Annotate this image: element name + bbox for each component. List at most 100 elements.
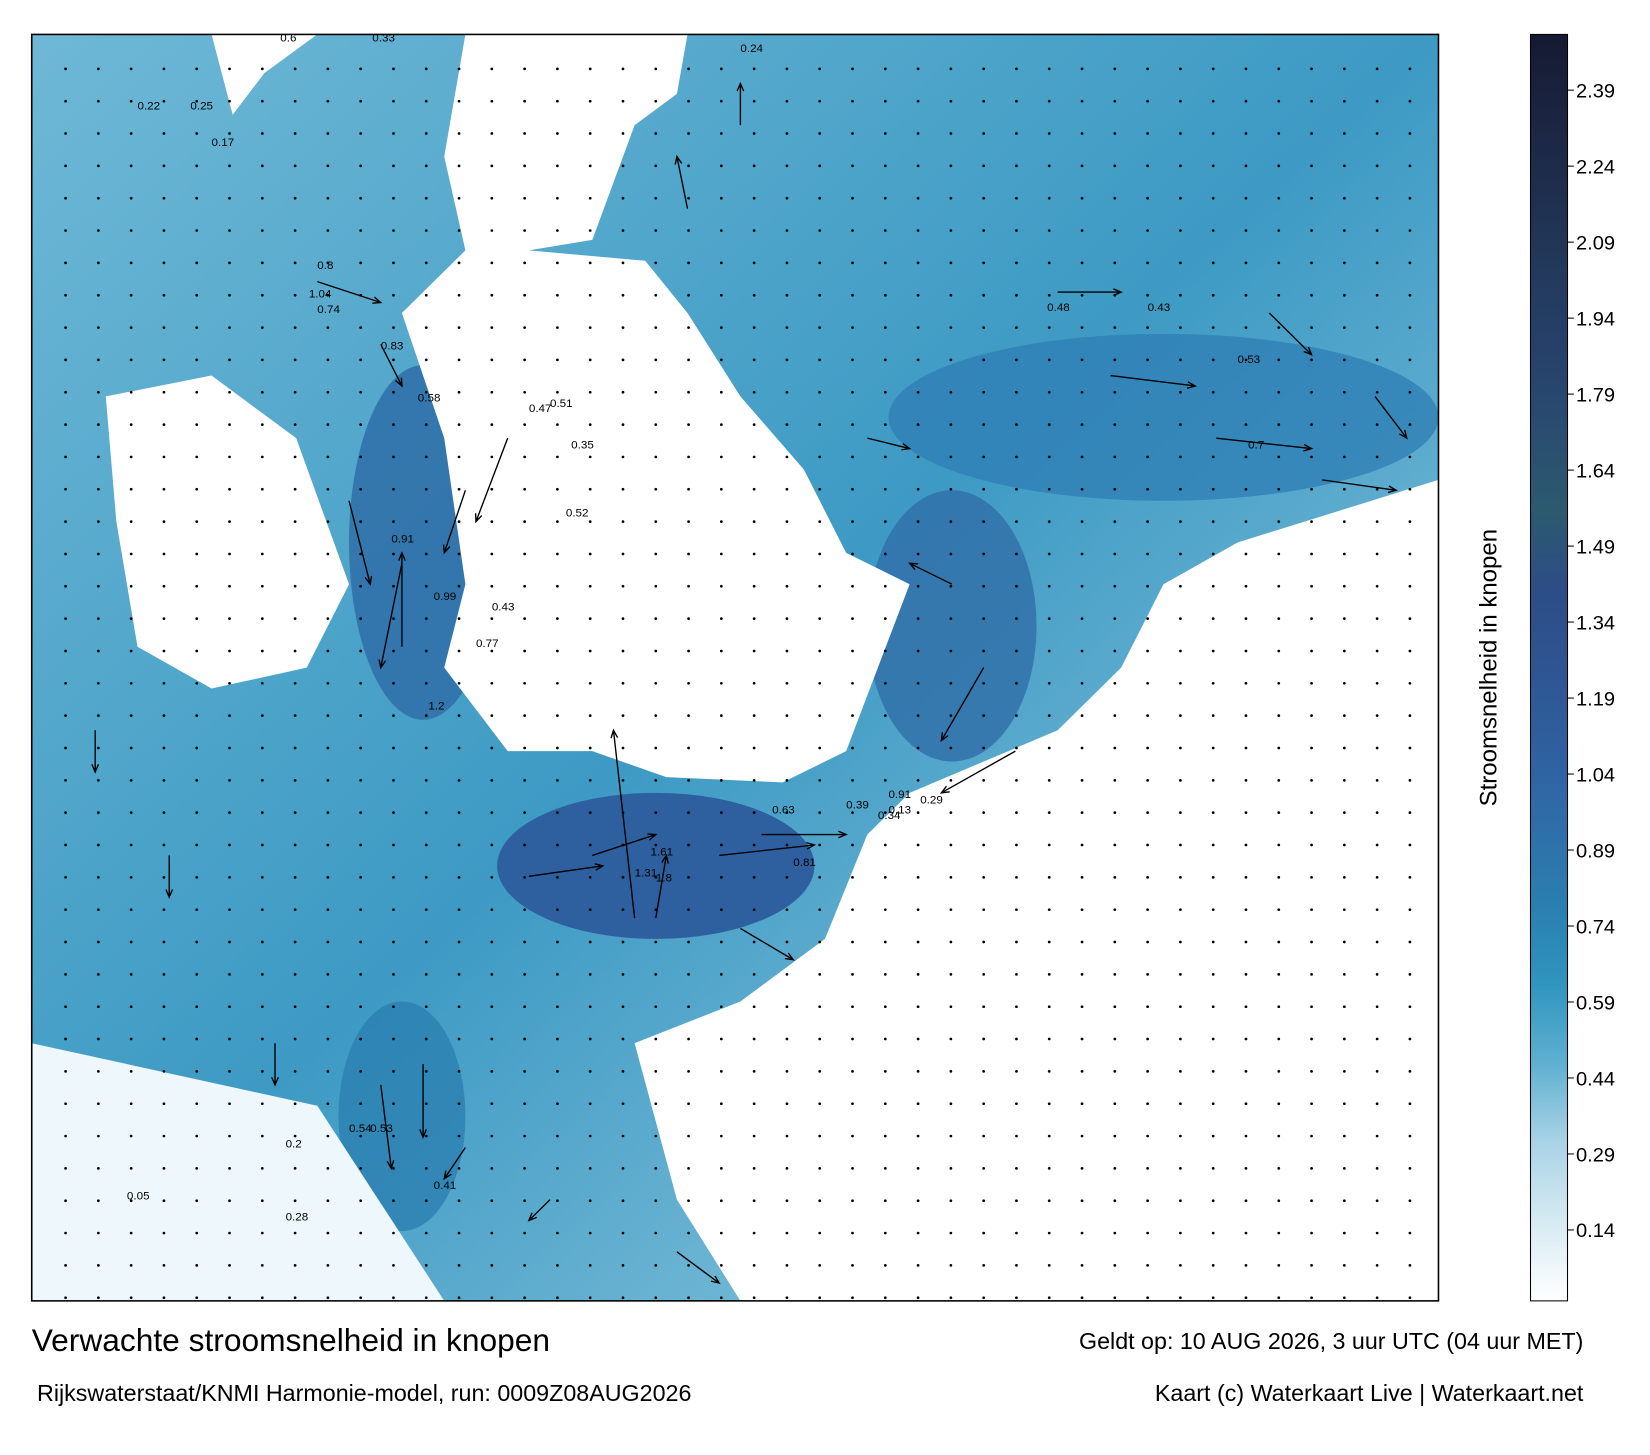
grid-dot <box>64 326 67 329</box>
grid-dot <box>556 358 559 362</box>
grid-dot <box>621 1264 625 1267</box>
grid-dot <box>1015 1070 1018 1073</box>
grid-dot <box>752 67 756 71</box>
grid-dot <box>457 1037 461 1041</box>
grid-dot <box>228 132 231 135</box>
grid-dot <box>1342 1199 1346 1203</box>
grid-dot <box>1146 584 1149 588</box>
grid-dot <box>457 940 461 944</box>
grid-dot <box>949 681 953 685</box>
current-arrow <box>397 551 406 647</box>
grid-dot <box>457 908 461 912</box>
grid-dot <box>949 455 953 459</box>
grid-dot <box>162 261 166 265</box>
grid-dot <box>687 1231 690 1235</box>
grid-dot <box>654 552 658 556</box>
grid-dot <box>1080 455 1084 459</box>
grid-dot <box>490 1134 494 1138</box>
grid-dot <box>1310 714 1313 717</box>
grid-dot <box>851 1134 854 1138</box>
grid-dot <box>752 487 756 491</box>
grid-dot <box>293 1102 297 1106</box>
grid-dot <box>1113 617 1117 620</box>
current-arrow <box>610 728 636 919</box>
grid-dot <box>359 811 363 815</box>
grid-dot <box>359 261 363 265</box>
grid-dot <box>162 487 166 491</box>
grid-dot <box>785 423 789 426</box>
grid-dot <box>293 875 297 879</box>
grid-dot <box>523 714 526 717</box>
current-arrow <box>1374 396 1408 440</box>
grid-dot <box>1408 1296 1412 1300</box>
grid-dot <box>1408 99 1412 103</box>
grid-dot <box>1179 196 1182 200</box>
grid-dot <box>359 358 363 362</box>
grid-dot <box>982 164 986 168</box>
grid-dot <box>851 261 854 265</box>
grid-dot <box>129 1231 133 1235</box>
grid-dot <box>359 1134 363 1138</box>
map-frame <box>30 33 1440 1302</box>
grid-dot <box>818 358 822 362</box>
grid-dot <box>523 940 526 944</box>
grid-dot <box>1375 1167 1379 1170</box>
grid-dot <box>883 455 887 459</box>
grid-dot <box>162 196 166 200</box>
grid-dot <box>1244 714 1248 717</box>
grid-dot <box>883 293 887 297</box>
grid-dot <box>621 99 625 103</box>
grid-dot <box>1047 455 1051 459</box>
grid-dot <box>719 326 723 329</box>
grid-dot <box>1080 1296 1084 1300</box>
grid-dot <box>687 617 690 620</box>
grid-dot <box>556 1167 559 1170</box>
grid-dot <box>883 714 887 717</box>
grid-dot <box>588 908 592 912</box>
grid-dot <box>424 714 428 717</box>
grid-dot <box>916 811 920 815</box>
grid-dot <box>982 520 986 523</box>
grid-dot <box>424 99 428 103</box>
grid-dot <box>1146 67 1149 71</box>
grid-dot <box>1080 487 1084 491</box>
grid-dot <box>293 584 297 588</box>
grid-dot <box>1244 940 1248 944</box>
grid-dot <box>752 1005 756 1009</box>
colorbar-tick-label: 1.79 <box>1576 385 1615 407</box>
grid-dot <box>654 746 658 750</box>
colorbar-tick-label: 0.89 <box>1576 840 1615 862</box>
grid-dot <box>457 229 461 232</box>
grid-dot <box>982 843 986 847</box>
grid-dot <box>359 99 363 103</box>
grid-dot <box>1244 972 1248 976</box>
grid-dot <box>96 455 100 459</box>
grid-dot <box>228 229 231 232</box>
grid-dot <box>818 908 822 912</box>
grid-dot <box>883 552 887 556</box>
colorbar-tick-label: 1.64 <box>1576 461 1615 483</box>
grid-dot <box>588 67 592 71</box>
grid-dot <box>1277 714 1281 717</box>
grid-dot <box>654 778 658 782</box>
grid-dot <box>1047 1102 1051 1106</box>
grid-dot <box>785 940 789 944</box>
grid-dot <box>1310 164 1313 168</box>
grid-dot <box>851 1037 854 1041</box>
grid-dot <box>1211 714 1215 717</box>
grid-dot <box>1047 1231 1051 1235</box>
current-label: 0.81 <box>793 857 816 869</box>
grid-dot <box>1047 358 1051 362</box>
grid-dot <box>818 390 822 394</box>
grid-dot <box>687 455 690 459</box>
grid-dot <box>293 908 297 912</box>
grid-dot <box>392 940 395 944</box>
grid-dot <box>1310 1037 1313 1041</box>
grid-dot <box>260 1102 264 1106</box>
grid-dot <box>293 746 297 750</box>
grid-dot <box>162 99 166 103</box>
grid-dot <box>228 875 231 879</box>
grid-dot <box>916 164 920 168</box>
grid-dot <box>1080 1005 1084 1009</box>
grid-dot <box>129 99 133 103</box>
